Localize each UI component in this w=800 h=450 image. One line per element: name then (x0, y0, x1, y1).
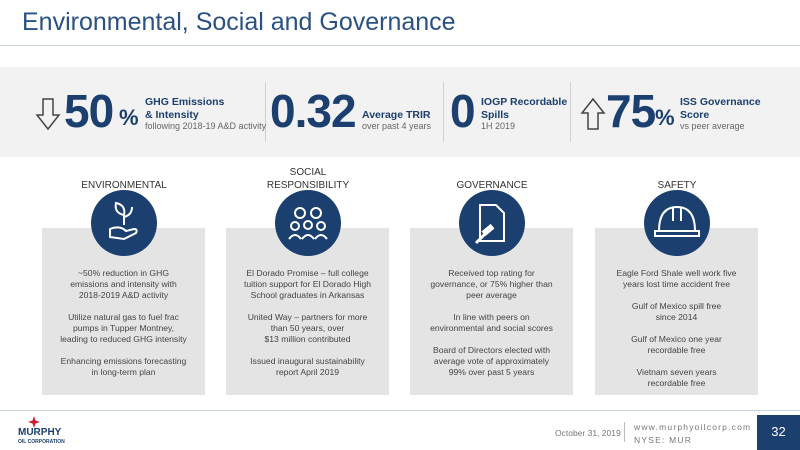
kpi-label: & Intensity (145, 109, 199, 121)
column-text: Gulf of Mexico spill free (631, 301, 722, 311)
column-text: 2018-2019 A&D activity (78, 290, 169, 300)
safety-icon (644, 190, 710, 256)
column-heading: GOVERNANCE (456, 180, 528, 191)
separator (443, 82, 444, 142)
logo-star (28, 416, 40, 428)
column-text: recordable free (647, 345, 706, 355)
column-text: United Way – partners for more (247, 312, 368, 322)
kpi-note: following 2018-19 A&D activity (145, 121, 267, 131)
kpi-unit: % (655, 105, 675, 130)
column-heading: ENVIRONMENTAL (81, 180, 167, 191)
column-text: average vote of approximately (433, 356, 550, 366)
kpi-label: Average TRIR (362, 109, 431, 121)
column-text: School graduates in Arkansas (250, 290, 365, 300)
column-text: Utilize natural gas to fuel frac (68, 312, 179, 322)
column-text: Enhancing emissions forecasting (60, 356, 187, 366)
column-text: years lost time accident free (623, 279, 730, 289)
kpi-value: 50 (64, 85, 114, 137)
column-text: tuition support for El Dorado High (243, 279, 372, 289)
column-text: 99% over past 5 years (448, 367, 535, 377)
column-text: Received top rating for (448, 268, 535, 278)
column-text: Gulf of Mexico one year (631, 334, 722, 344)
column-text: In line with peers on (453, 312, 530, 322)
column-text: emissions and intensity with (70, 279, 177, 289)
kpi-label: Score (680, 109, 710, 121)
page-box (757, 415, 800, 450)
logo-name: MURPHY (18, 427, 62, 438)
separator (570, 82, 571, 142)
separator (265, 82, 266, 142)
logo-sub: OIL CORPORATION (18, 439, 65, 445)
kpi-note: over past 4 years (362, 121, 432, 131)
kpi-note: 1H 2019 (481, 121, 516, 131)
column-text: Issued inaugural sustainability (250, 356, 365, 366)
up-arrow (580, 97, 606, 130)
column-text: environmental and social scores (430, 323, 553, 333)
column-text: ~50% reduction in GHG (78, 268, 169, 278)
kpi-value: 0.32 (270, 85, 357, 137)
kpi-label: IOGP Recordable (481, 96, 568, 108)
column-text: Eagle Ford Shale well work five (616, 268, 737, 278)
column-text: recordable free (647, 378, 706, 388)
footer-date: October 31, 2019 (555, 428, 621, 438)
column-text: $13 million contributed (264, 334, 351, 344)
column-text: leading to reduced GHG intensity (60, 334, 187, 344)
slide-title: Environmental, Social and Governance (22, 8, 456, 36)
footer-ticker: NYSE: MUR (634, 435, 693, 445)
column-text: than 50 years, over (270, 323, 345, 333)
environment-icon (91, 190, 157, 256)
social-icon (275, 190, 341, 256)
kpi-value: 75 (606, 85, 656, 137)
column-text: Vietnam seven years (636, 367, 717, 377)
column-text: in long-term plan (91, 367, 156, 377)
kpi-unit: % (119, 105, 139, 130)
icons (91, 190, 710, 256)
column-text: since 2014 (655, 312, 698, 322)
footer-url: www.murphyoilcorp.com (634, 422, 752, 432)
column-text: report April 2019 (275, 367, 340, 377)
kpi-value: 0 (450, 85, 476, 137)
column-text: Board of Directors elected with (432, 345, 551, 355)
column-heading: SAFETY (657, 180, 697, 191)
column-text: peer average (466, 290, 517, 300)
kpi-band (0, 67, 800, 157)
footer-sep (624, 422, 625, 442)
kpi-label: GHG Emissions (145, 96, 225, 108)
footer-rule (0, 410, 800, 411)
column-text: pumps in Tupper Montney, (72, 323, 175, 333)
title-rule (0, 45, 800, 46)
column-text: El Dorado Promise – full college (246, 268, 369, 278)
down-arrow (35, 98, 61, 131)
kpi-label: Spills (481, 109, 510, 121)
column-heading: RESPONSIBILITY (266, 180, 350, 191)
column-heading: SOCIAL (289, 167, 327, 178)
kpi-note: vs peer average (680, 121, 745, 131)
page-number: 32 (771, 424, 786, 439)
kpi-label: ISS Governance (680, 96, 761, 108)
governance-icon (459, 190, 525, 256)
column-text: governance, or 75% higher than (430, 279, 553, 289)
